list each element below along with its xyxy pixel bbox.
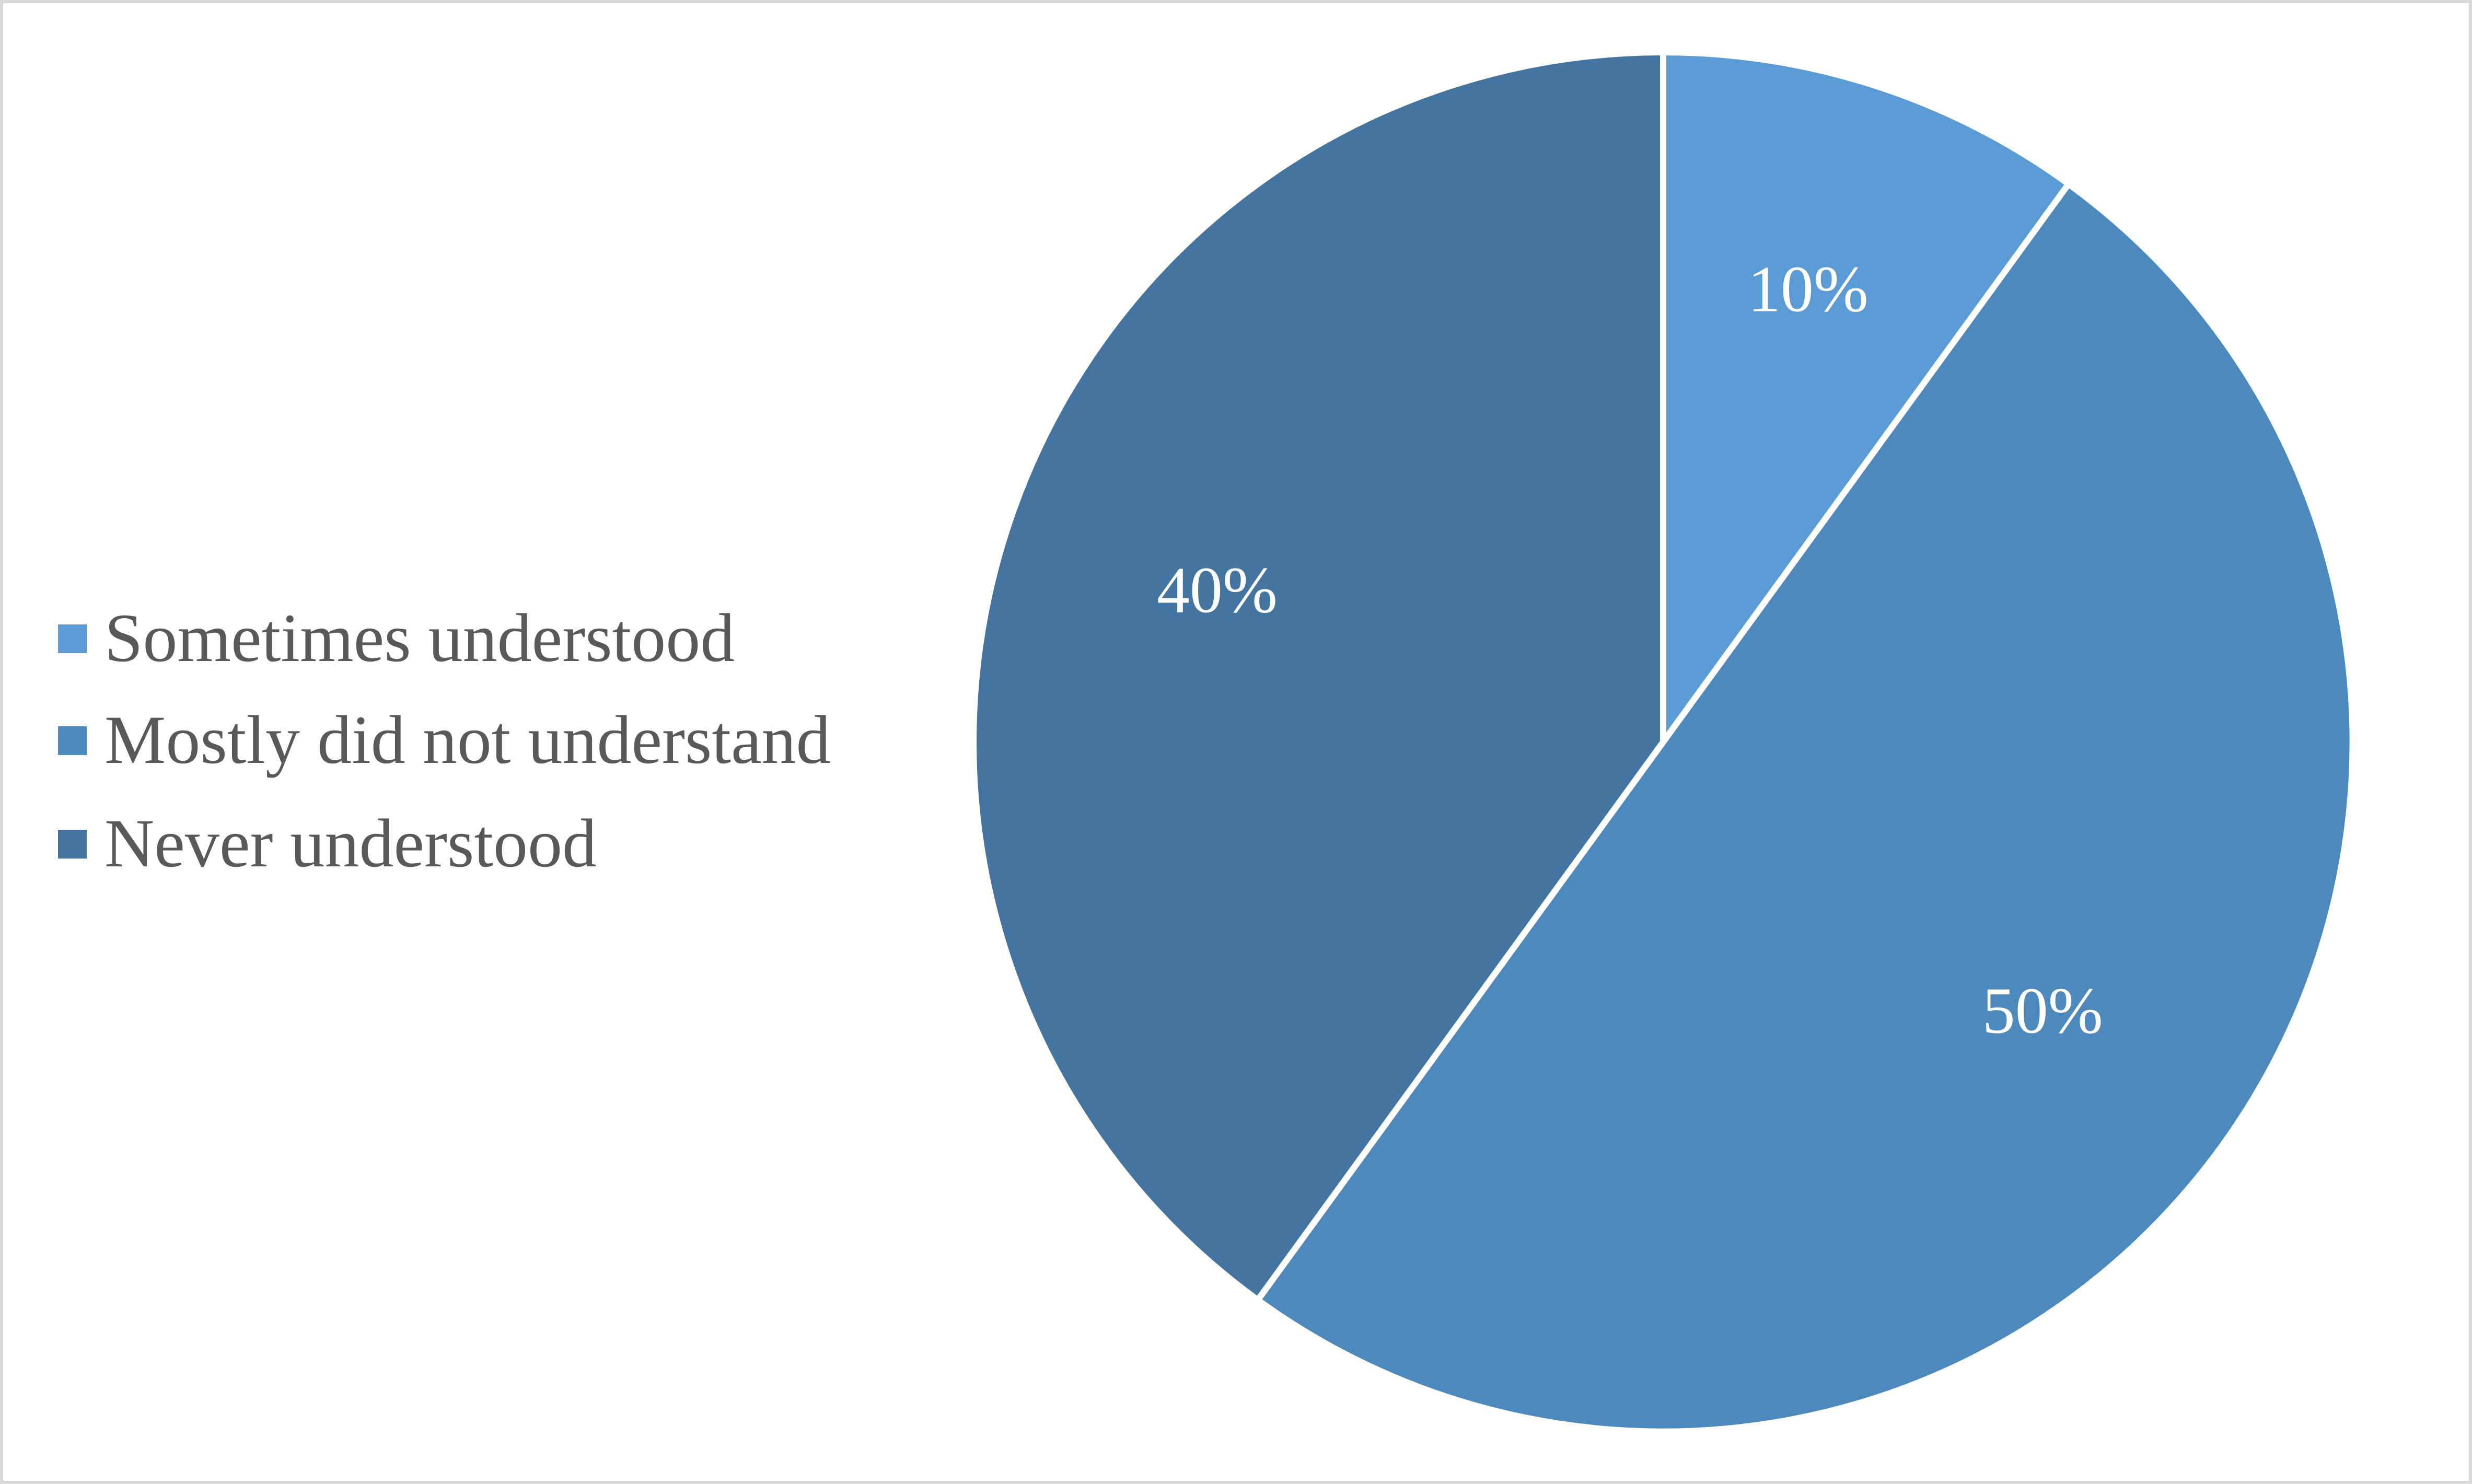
legend-item-sometimes-understood: Sometimes understood xyxy=(58,599,735,676)
slice-labels: 10% 50% 40% xyxy=(1157,253,2103,1047)
pie-slice-mostly-did-not-understand xyxy=(1255,181,2356,1435)
legend-item-never-understood: Never understood xyxy=(58,805,597,882)
data-label-sometimes-understood: 10% xyxy=(1748,253,1868,326)
legend: Sometimes understood Mostly did not unde… xyxy=(58,599,831,882)
legend-swatch-mostly-did-not-understand xyxy=(58,726,87,755)
data-label-mostly-did-not-understand: 50% xyxy=(1982,975,2103,1048)
legend-label-mostly-did-not-understand: Mostly did not understand xyxy=(105,701,831,778)
legend-swatch-never-understood xyxy=(58,830,87,859)
data-label-never-understood: 40% xyxy=(1157,554,1278,627)
pie-slice-sometimes-understood xyxy=(1660,49,2072,745)
legend-item-mostly-did-not-understand: Mostly did not understand xyxy=(58,701,831,778)
pie-slices xyxy=(970,49,2356,1435)
legend-label-never-understood: Never understood xyxy=(105,805,597,882)
legend-label-sometimes-understood: Sometimes understood xyxy=(105,599,735,676)
pie-slice-never-understood xyxy=(970,49,1666,1303)
legend-swatch-sometimes-understood xyxy=(58,624,87,653)
